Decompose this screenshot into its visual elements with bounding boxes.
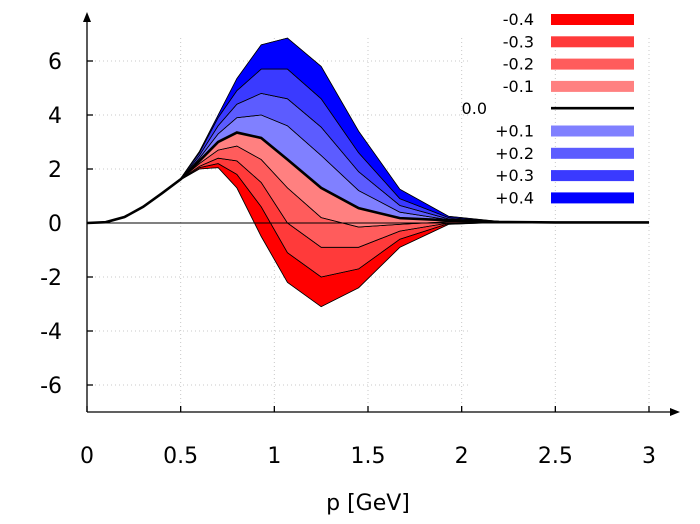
- series-line-+0.4: [86, 37, 649, 224]
- x-tick-label-3: 1.5: [351, 444, 386, 469]
- legend-swatch--0.4: [551, 14, 634, 25]
- x-axis-arrow: [670, 408, 680, 416]
- y-tick-label-0: 6: [48, 50, 62, 75]
- ticks: 0 0.5 1 1.5 2 2.5 3 6 4 2 0 -2 -4 -6: [40, 50, 656, 469]
- legend-swatch-+0.1: [551, 125, 634, 137]
- y-tick-label-6: -6: [40, 374, 62, 399]
- y-tick-label-2: 2: [48, 158, 62, 183]
- legend-swatch--0.1: [551, 80, 634, 92]
- axes: [83, 12, 680, 416]
- x-tick-label-5: 2.5: [538, 444, 573, 469]
- legend-label-+0.2: +0.2: [495, 144, 534, 163]
- legend-label--0.3: -0.3: [503, 32, 534, 51]
- x-tick-label-1: 0.5: [163, 444, 198, 469]
- legend-label-0.0: 0.0: [462, 99, 487, 118]
- y-tick-label-4: -2: [40, 266, 62, 291]
- legend-swatch-+0.4: [551, 192, 634, 204]
- legend-label-+0.1: +0.1: [495, 122, 534, 141]
- x-axis-title: p [GeV]: [326, 491, 410, 516]
- legend-swatch--0.2: [551, 58, 634, 70]
- legend-label-+0.4: +0.4: [495, 188, 534, 207]
- x-tick-label-6: 3: [642, 444, 656, 469]
- legend: -0.4 -0.3 -0.2 -0.1 0.0 +0.1 +0.2 +0.3 +0.4: [462, 10, 634, 207]
- y-tick-label-1: 4: [48, 104, 62, 129]
- legend-swatch-+0.2: [551, 147, 634, 159]
- legend-label--0.4: -0.4: [503, 10, 534, 29]
- legend-label--0.1: -0.1: [503, 77, 534, 96]
- legend-swatch-+0.3: [551, 170, 634, 182]
- x-tick-label-0: 0: [80, 444, 94, 469]
- legend-label--0.2: -0.2: [503, 55, 534, 74]
- legend-label-+0.3: +0.3: [495, 166, 534, 185]
- y-tick-label-3: 0: [48, 212, 62, 237]
- y-axis-arrow: [83, 12, 91, 22]
- x-tick-label-4: 2: [455, 444, 469, 469]
- x-tick-label-2: 1: [267, 444, 281, 469]
- y-tick-label-5: -4: [40, 320, 62, 345]
- legend-swatch--0.3: [551, 36, 634, 48]
